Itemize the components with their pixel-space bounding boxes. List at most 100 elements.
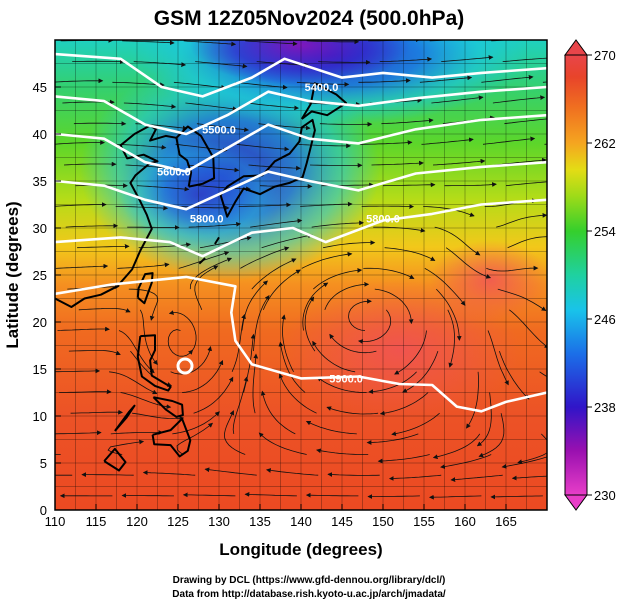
streamline — [258, 432, 307, 455]
coastline — [151, 417, 192, 458]
colorbar-tick-label: 230 — [594, 488, 616, 503]
streamline — [360, 140, 413, 145]
streamline — [232, 376, 249, 434]
streamline — [300, 201, 353, 207]
coastline — [175, 125, 216, 188]
typhoon-marker — [176, 357, 194, 375]
streamline — [450, 474, 503, 482]
streamline — [185, 102, 238, 112]
y-tick-label: 5 — [40, 456, 47, 471]
streamline — [309, 163, 363, 168]
streamline — [432, 158, 486, 166]
streamline — [262, 269, 301, 310]
streamline — [236, 143, 290, 152]
streamline — [250, 218, 303, 228]
streamline — [200, 235, 252, 249]
streamline — [367, 494, 420, 499]
streamline — [379, 56, 433, 62]
streamline — [68, 350, 121, 356]
coastline — [103, 447, 127, 472]
streamline — [329, 333, 377, 354]
y-tick-label: 35 — [33, 174, 47, 189]
x-tick-label: 135 — [249, 514, 271, 529]
contour-line — [55, 85, 547, 136]
footer-credit-data: Data from http://database.rish.kyoto-u.a… — [172, 589, 446, 600]
streamline — [189, 257, 233, 290]
streamline — [117, 262, 170, 269]
streamline — [266, 468, 319, 476]
streamline — [432, 433, 481, 460]
y-axis: 0 5 10 15 20 25 30 35 40 45 — [33, 80, 61, 518]
streamline — [238, 202, 292, 208]
streamline — [128, 288, 159, 321]
streamline — [391, 412, 440, 436]
streamline — [302, 282, 329, 331]
x-tick-label: 165 — [495, 514, 517, 529]
streamline — [193, 376, 234, 414]
streamline — [78, 308, 131, 313]
streamline — [507, 236, 547, 249]
streamline — [172, 411, 220, 435]
streamline — [492, 95, 546, 104]
colorbar-bar — [564, 54, 588, 496]
contour-line — [55, 198, 547, 258]
streamline — [223, 410, 246, 455]
streamline — [107, 439, 145, 455]
streamline — [281, 314, 294, 372]
streamline — [177, 205, 230, 211]
streamline — [440, 454, 492, 469]
streamline — [296, 81, 350, 87]
height-contours: 5400.0 5500.0 5600.0 5800.0 5800.0 5900.0 — [55, 52, 547, 413]
x-tick-label: 125 — [167, 514, 189, 529]
chart-title: GSM 12Z05Nov2024 (500.0hPa) — [154, 7, 465, 30]
colorbar-tick-label: 238 — [594, 400, 616, 415]
coastline — [114, 404, 136, 432]
streamline — [441, 55, 494, 62]
streamline — [188, 221, 241, 228]
streamline — [248, 164, 301, 171]
streamline — [502, 57, 547, 62]
streamline — [182, 359, 224, 393]
footer-credit-drawing: Drawing by DCL (https://www.gfd-dennou.o… — [173, 575, 446, 586]
streamline — [63, 161, 117, 167]
y-tick-label: 20 — [33, 315, 47, 330]
streamline — [316, 376, 367, 393]
x-axis: 110 115 120 125 130 135 140 145 150 155 160 165 — [45, 504, 517, 529]
streamline — [361, 204, 415, 209]
colorbar-ticks: 230 238 246 254 262 270 — [587, 48, 616, 503]
streamline — [261, 233, 313, 249]
streamline — [327, 472, 380, 477]
plot-area: 5400.0 5500.0 5600.0 5800.0 5800.0 5900.0 — [55, 40, 605, 510]
streamline — [70, 409, 123, 415]
streamline — [259, 184, 313, 189]
colorbar-max-arrow — [564, 39, 588, 56]
streamline — [324, 282, 370, 310]
streamline — [423, 206, 475, 217]
streamline — [445, 247, 492, 279]
y-tick-label: 0 — [40, 503, 47, 518]
streamline — [511, 475, 547, 481]
streamline — [553, 40, 605, 41]
streamline — [490, 494, 543, 500]
streamline — [379, 392, 429, 416]
streamline — [323, 240, 376, 249]
streamline — [487, 330, 509, 386]
x-tick-label: 120 — [126, 514, 148, 529]
streamline — [318, 59, 371, 65]
streamline — [55, 263, 109, 269]
streamline — [246, 102, 300, 111]
streamline — [182, 492, 236, 498]
x-tick-label: 115 — [86, 514, 107, 529]
streamline — [481, 74, 534, 83]
y-tick-label: 40 — [33, 127, 47, 142]
streamline — [301, 251, 353, 269]
coastline — [198, 257, 206, 265]
streamline — [260, 390, 296, 435]
streamline — [170, 346, 212, 375]
streamline — [311, 220, 364, 228]
streamline — [447, 309, 455, 368]
streamline — [55, 430, 102, 436]
streamline — [496, 213, 547, 228]
streamline — [244, 492, 297, 497]
x-tick-label: 110 — [45, 514, 66, 529]
